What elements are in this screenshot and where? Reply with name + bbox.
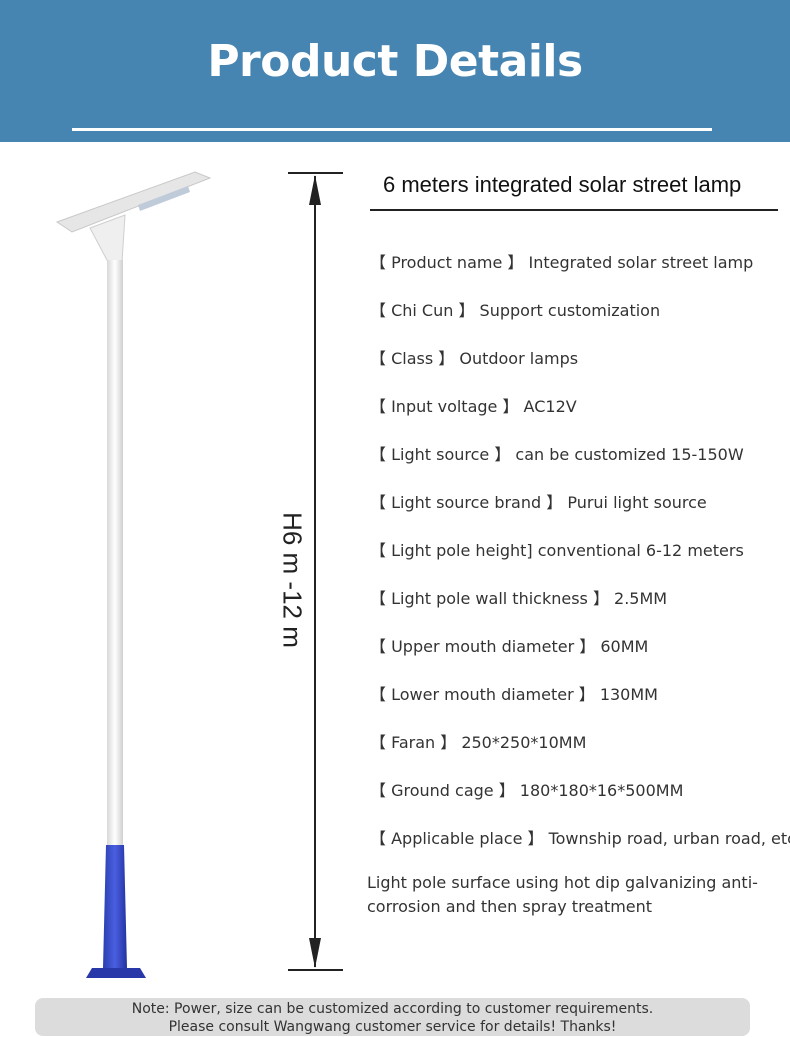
led-panel: [138, 186, 190, 211]
arrow-head: [309, 175, 321, 205]
lamp-head: [55, 171, 212, 233]
spec-item: 【 Product name 】 Integrated solar street…: [370, 253, 754, 272]
spec-item: 【 Light source brand 】 Purui light sourc…: [370, 493, 707, 512]
pole: [107, 260, 123, 845]
spec-title: 6 meters integrated solar street lamp: [383, 172, 742, 197]
spec-item: 【 Light pole height] conventional 6-12 m…: [370, 541, 744, 560]
footer-note: Note: Power, size can be customized acco…: [35, 998, 750, 1036]
header-rule: [72, 128, 712, 131]
spec-item: 【 Input voltage 】 AC12V: [370, 397, 577, 416]
arrow-head: [309, 938, 321, 968]
pole-base: [103, 845, 127, 968]
spec-item: 【 Lower mouth diameter 】 130MM: [370, 685, 658, 704]
spec-item: 【 Ground cage 】 180*180*16*500MM: [370, 781, 684, 800]
spec-item: 【 Light pole wall thickness 】 2.5MM: [370, 589, 668, 608]
spec-rule: [370, 209, 778, 211]
header-title: Product Details: [207, 36, 583, 87]
spec-item: 【 Class 】 Outdoor lamps: [370, 349, 579, 368]
spec-note: Light pole surface using hot dip galvani…: [367, 873, 758, 892]
height-label: H6 m -12 m: [277, 512, 308, 648]
spec-item: 【 Applicable place 】 Township road, urba…: [370, 829, 790, 848]
spec-item: 【 Faran 】 250*250*10MM: [370, 733, 587, 752]
spec-item: 【 Light source 】 can be customized 15-15…: [370, 445, 744, 464]
spec-note: corrosion and then spray treatment: [367, 897, 653, 916]
spec-item: 【 Upper mouth diameter 】 60MM: [370, 637, 649, 656]
footer-line: Please consult Wangwang customer service…: [168, 1019, 617, 1035]
footer-line: Note: Power, size can be customized acco…: [131, 1001, 654, 1017]
spec-item: 【 Chi Cun 】 Support customization: [370, 301, 661, 320]
base-plate: [86, 968, 146, 978]
header: Product Details: [0, 0, 790, 142]
lamp-drawing: [55, 171, 343, 978]
